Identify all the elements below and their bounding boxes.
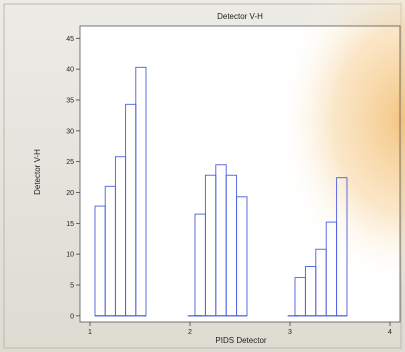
y-tick-label: 0: [70, 313, 74, 320]
y-tick-label: 20: [66, 190, 74, 197]
x-tick-label: 3: [288, 329, 292, 336]
y-tick-label: 5: [70, 283, 74, 290]
y-tick-label: 30: [66, 128, 74, 135]
x-tick-label: 1: [88, 329, 92, 336]
x-tick-label: 4: [388, 329, 392, 336]
y-tick-label: 15: [66, 221, 74, 228]
x-tick-label: 2: [188, 329, 192, 336]
plot-frame: [79, 25, 401, 323]
y-tick-label: 25: [66, 159, 74, 166]
y-tick-label: 40: [66, 67, 74, 74]
y-tick-label: 35: [66, 98, 74, 105]
y-tick-label: 10: [66, 252, 74, 259]
y-axis-title: Detector V-H: [33, 149, 42, 195]
decorative-glow: [275, 0, 405, 290]
chart-title: Detector V-H: [217, 12, 263, 21]
axes: 0 5 10 15 20 25 30 35 40 45 1 2 3 4: [66, 36, 392, 336]
y-tick-label: 45: [66, 36, 74, 43]
bars: [94, 66, 348, 317]
x-axis-title: PIDS Detector: [215, 336, 266, 345]
